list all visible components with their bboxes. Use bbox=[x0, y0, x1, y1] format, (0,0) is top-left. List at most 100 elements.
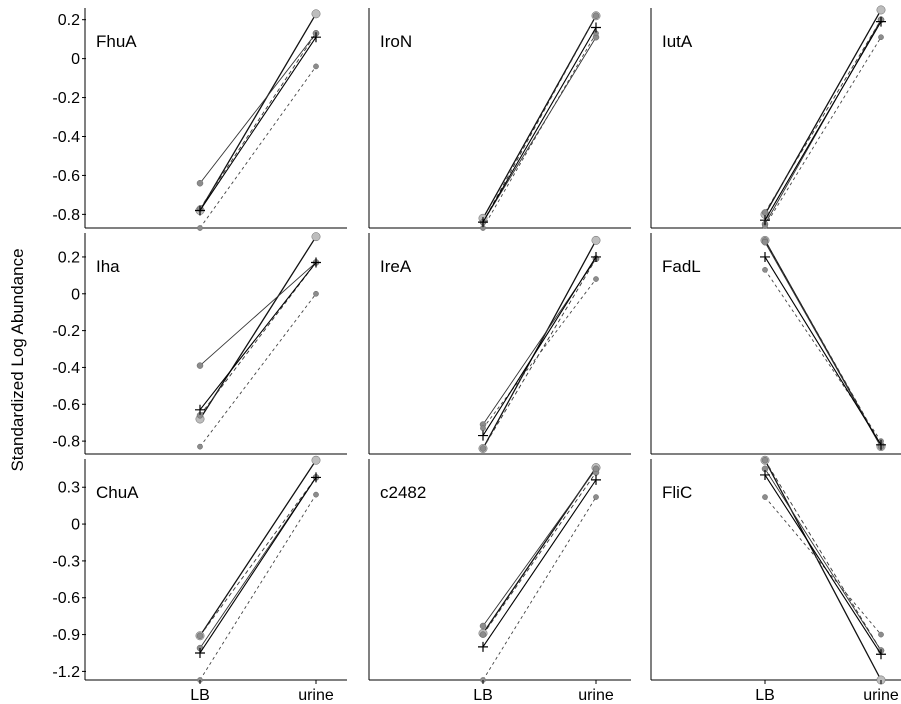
y-tick-label: -0.8 bbox=[52, 207, 80, 224]
replicate-point bbox=[593, 276, 599, 282]
panel-title: ChuA bbox=[96, 483, 139, 502]
replicate-point bbox=[313, 491, 319, 498]
panel-title: c2482 bbox=[380, 483, 426, 502]
replicate-line bbox=[764, 269, 882, 442]
mean-marker bbox=[195, 647, 205, 658]
y-tick-label: -0.2 bbox=[52, 90, 80, 107]
y-tick-label: -0.9 bbox=[52, 627, 80, 644]
replicate-point bbox=[479, 631, 487, 638]
replicate-point bbox=[591, 235, 601, 245]
mean-marker bbox=[311, 257, 321, 268]
y-tick-label: -0.6 bbox=[52, 168, 80, 185]
panel-title: IreA bbox=[380, 257, 412, 276]
replicate-line bbox=[482, 496, 597, 681]
replicate-line bbox=[764, 19, 882, 213]
replicate-line bbox=[199, 459, 317, 637]
mean-line bbox=[199, 477, 317, 654]
replicate-line bbox=[199, 477, 317, 637]
y-tick-label: 0 bbox=[71, 286, 80, 303]
replicate-line bbox=[199, 293, 317, 447]
y-tick-label: 0 bbox=[71, 517, 80, 534]
replicate-line bbox=[482, 472, 597, 635]
panel-title: IroN bbox=[380, 32, 412, 51]
mean-line bbox=[764, 21, 882, 221]
replicate-line bbox=[764, 459, 882, 681]
panel-irea: IreA bbox=[368, 233, 631, 455]
y-tick-label: 0.3 bbox=[58, 480, 80, 497]
replicate-line bbox=[764, 496, 882, 635]
y-tick-label: -1.2 bbox=[52, 664, 80, 681]
replicate-point bbox=[761, 238, 769, 246]
panels-layer: FhuA IroN IutA Iha IreA FadL ChuA c2482 FliC bbox=[84, 5, 901, 685]
replicate-point bbox=[480, 425, 486, 432]
y-tick-label: 0.2 bbox=[58, 249, 80, 266]
replicate-point bbox=[196, 362, 204, 369]
mean-line bbox=[482, 27, 597, 223]
replicate-point bbox=[592, 12, 600, 20]
panel-chua: ChuA bbox=[84, 455, 347, 683]
y-tick-label: 0 bbox=[71, 51, 80, 68]
x-tick-label: urine bbox=[863, 687, 899, 704]
mean-marker bbox=[760, 469, 770, 480]
mean-marker bbox=[760, 251, 770, 262]
panel-iha: Iha bbox=[84, 232, 347, 455]
y-tick-label: -0.8 bbox=[52, 434, 80, 451]
mean-line bbox=[199, 262, 317, 411]
mean-marker bbox=[876, 649, 886, 660]
replicate-point bbox=[479, 622, 487, 630]
replicate-point bbox=[311, 232, 321, 242]
y-axis-label: Standardized Log Abundance bbox=[8, 248, 27, 471]
replicate-line bbox=[482, 33, 597, 229]
replicate-line bbox=[764, 468, 882, 651]
panel-flic: FliC bbox=[650, 455, 901, 685]
replicate-line bbox=[199, 33, 317, 184]
mean-line bbox=[764, 256, 882, 446]
panel-fadl: FadL bbox=[650, 233, 901, 455]
mean-marker bbox=[311, 32, 321, 43]
replicate-line bbox=[199, 13, 317, 211]
mean-marker bbox=[478, 430, 488, 441]
replicate-point bbox=[876, 5, 886, 15]
axis-layer: 0.2 0 -0.2 -0.4 -0.6 -0.8 0.2 0 -0.2 -0.4 -0.6 -0.8… bbox=[52, 12, 898, 704]
replicate-point bbox=[592, 465, 600, 473]
y-tick-label: -0.6 bbox=[52, 397, 80, 414]
mean-line bbox=[482, 479, 597, 648]
replicate-line bbox=[482, 468, 597, 627]
panel-title: IutA bbox=[662, 32, 693, 51]
x-tick-label: LB bbox=[755, 687, 775, 704]
mean-line bbox=[764, 474, 882, 655]
y-tick-label: -0.4 bbox=[52, 360, 80, 377]
replicate-point bbox=[197, 443, 203, 450]
mean-line bbox=[199, 36, 317, 211]
replicate-line bbox=[199, 494, 317, 681]
y-tick-label: -0.6 bbox=[52, 590, 80, 607]
panel-title: FhuA bbox=[96, 32, 137, 51]
panel-title: Iha bbox=[96, 257, 120, 276]
panel-title: FadL bbox=[662, 257, 701, 276]
replicate-line bbox=[482, 258, 597, 449]
panel-title: FliC bbox=[662, 483, 692, 502]
replicate-point bbox=[762, 266, 768, 273]
x-tick-label: LB bbox=[190, 687, 210, 704]
replicate-line bbox=[199, 66, 317, 229]
replicate-line bbox=[199, 236, 317, 420]
panel-c2482: c2482 bbox=[368, 459, 631, 683]
x-tick-label: urine bbox=[578, 687, 614, 704]
replicate-point bbox=[479, 445, 487, 452]
y-tick-label: -0.3 bbox=[52, 553, 80, 570]
y-tick-label: -0.2 bbox=[52, 323, 80, 340]
replicate-line bbox=[482, 278, 597, 429]
replicate-point bbox=[313, 290, 319, 297]
mean-marker bbox=[478, 641, 488, 652]
mean-marker bbox=[876, 439, 886, 450]
replicate-line bbox=[199, 262, 317, 416]
replicate-line bbox=[482, 15, 597, 219]
y-tick-label: 0.2 bbox=[58, 12, 80, 29]
panel-fhua: FhuA bbox=[84, 8, 347, 231]
mean-marker bbox=[876, 16, 886, 27]
mean-marker bbox=[760, 215, 770, 226]
mean-marker bbox=[591, 22, 601, 33]
mean-marker bbox=[591, 251, 601, 262]
mean-marker bbox=[195, 205, 205, 216]
